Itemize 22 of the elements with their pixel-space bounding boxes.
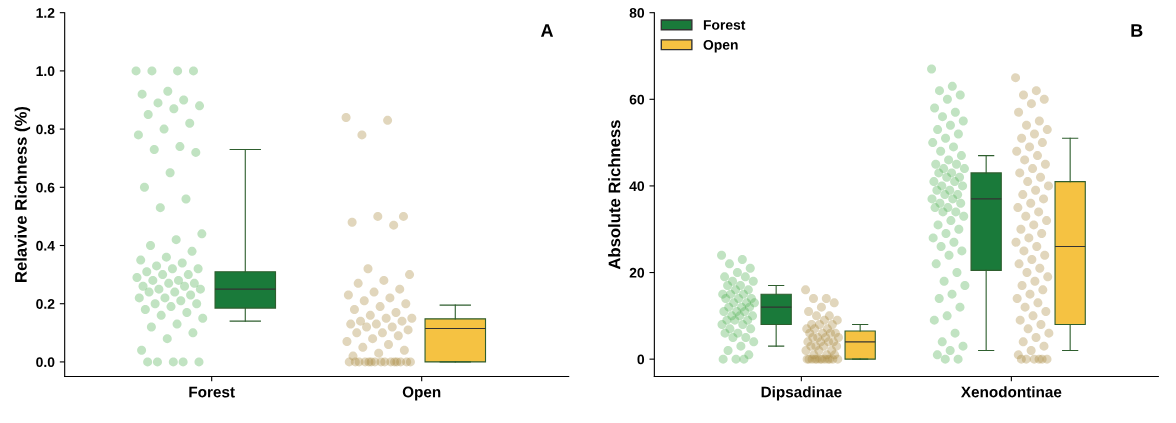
x-tick-label: Dipsadinae [761,386,842,401]
y-tick-label: 80 [629,8,645,18]
y-tick-label: 0.8 [36,124,55,135]
y-tick-label: 1.0 [36,66,55,77]
x-tick-label: Forest [189,386,235,398]
y-tick-label: 0 [637,354,645,365]
annotation: A [540,24,554,37]
x-tick-label: Xenodontinae [960,386,1062,398]
y-tick-label: 0.4 [36,240,55,251]
y-tick-label: 20 [629,267,645,278]
annotation: B [1131,24,1143,37]
legend-label: Forest [703,20,746,30]
y-tick-label: 0.0 [36,357,55,368]
y-axis-title: Relavive Richness (%) [14,106,31,282]
y-axis-title: Absolute Richness [608,120,621,270]
y-tick-label: 1.2 [36,8,55,18]
y-tick-label: 0.6 [36,182,55,193]
x-tick-label: Open [402,386,441,401]
y-tick-label: 60 [629,94,645,105]
y-tick-label: 40 [629,181,645,192]
legend-label: Open [703,39,738,53]
y-tick-label: 0.2 [36,299,55,309]
